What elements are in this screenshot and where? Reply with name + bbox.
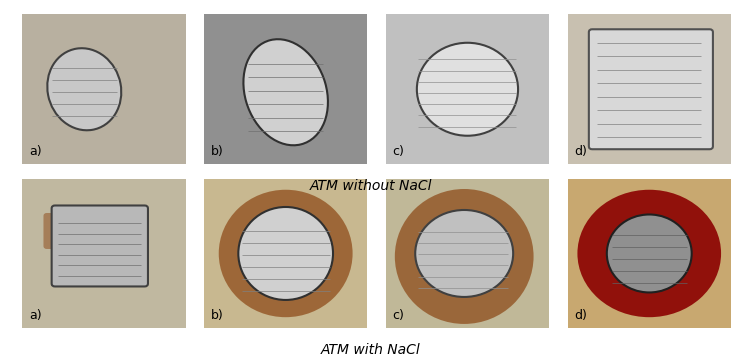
Ellipse shape bbox=[577, 190, 721, 317]
Text: d): d) bbox=[574, 310, 587, 322]
Text: c): c) bbox=[393, 310, 404, 322]
Text: b): b) bbox=[211, 310, 223, 322]
Ellipse shape bbox=[47, 48, 121, 130]
Text: c): c) bbox=[393, 145, 404, 158]
FancyBboxPatch shape bbox=[44, 213, 139, 249]
Text: ATM with NaCl: ATM with NaCl bbox=[321, 343, 421, 357]
Ellipse shape bbox=[219, 190, 352, 317]
Ellipse shape bbox=[243, 39, 328, 145]
Text: ATM without NaCl: ATM without NaCl bbox=[309, 178, 433, 192]
Ellipse shape bbox=[417, 43, 518, 136]
Ellipse shape bbox=[238, 207, 333, 300]
Text: a): a) bbox=[29, 310, 42, 322]
Ellipse shape bbox=[416, 210, 513, 297]
Text: b): b) bbox=[211, 145, 223, 158]
Ellipse shape bbox=[607, 215, 692, 292]
Ellipse shape bbox=[395, 189, 533, 324]
FancyBboxPatch shape bbox=[589, 29, 713, 149]
Text: d): d) bbox=[574, 145, 587, 158]
Text: a): a) bbox=[29, 145, 42, 158]
FancyBboxPatch shape bbox=[52, 206, 148, 286]
